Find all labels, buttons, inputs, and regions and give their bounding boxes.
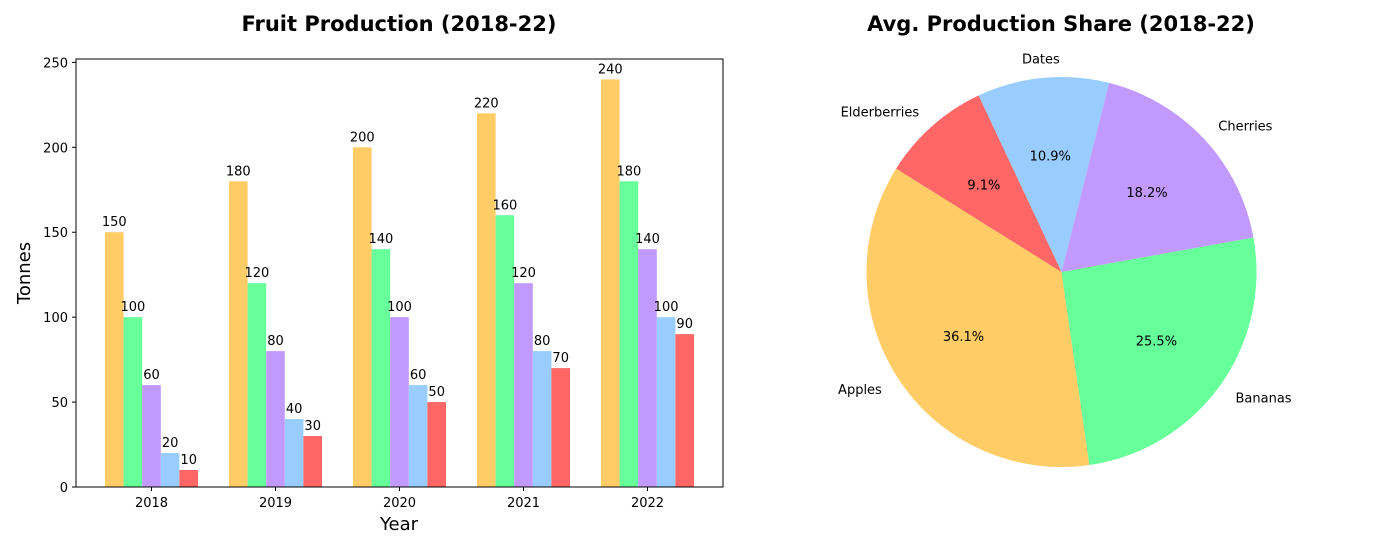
x-axis-label: Year — [379, 514, 419, 535]
bar — [142, 385, 161, 487]
x-tick-label: 2020 — [383, 496, 416, 511]
bar-value-label: 180 — [226, 164, 251, 179]
bar-chart-title: Fruit Production (2018-22) — [242, 12, 557, 36]
pie-chart: Avg. Production Share (2018-22) 36.1% App… — [838, 12, 1292, 467]
x-tick-label: 2018 — [135, 496, 168, 511]
bar-value-label: 50 — [428, 385, 445, 400]
pie-slice — [1061, 237, 1257, 465]
pie-slice — [1061, 82, 1254, 272]
y-tick-label: 200 — [43, 141, 68, 156]
bar — [427, 402, 446, 487]
bar-value-label: 70 — [552, 351, 569, 366]
pie-slice — [978, 76, 1110, 272]
bar — [303, 436, 322, 487]
x-tick-label: 2019 — [259, 496, 292, 511]
bar — [229, 181, 248, 488]
bar-value-label: 60 — [410, 368, 427, 383]
bar-value-label: 60 — [143, 368, 160, 383]
pie-marks: 36.1% Apples 25.5% Bananas 18.2% Cherries 10.9… — [838, 52, 1292, 467]
pie-slice — [896, 95, 1062, 272]
bar-value-label: 240 — [598, 62, 623, 77]
pie-slice-label: Apples — [838, 383, 882, 398]
pie-pct-label: 36.1% — [943, 330, 984, 345]
bar — [656, 317, 676, 487]
y-tick-label: 100 — [43, 311, 68, 326]
bar — [408, 385, 428, 487]
bar-value-label: 160 — [492, 198, 517, 213]
bar — [105, 232, 124, 487]
y-tick-label: 50 — [51, 396, 68, 411]
bar-marks: 150 180 200 220 240 100 120 140 160 180 60 80 100 120… — [102, 62, 694, 488]
bar-value-label: 80 — [534, 334, 551, 349]
bar — [284, 419, 304, 487]
bar-chart: Fruit Production (2018-22) 1501802002202… — [14, 12, 724, 535]
bar — [266, 351, 285, 487]
bar — [247, 283, 267, 487]
bar-value-label: 100 — [654, 300, 679, 315]
y-tick-label: 0 — [60, 481, 68, 496]
bar-value-label: 200 — [350, 130, 375, 145]
y-tick-label: 150 — [43, 226, 68, 241]
bar-axes: 0 50 100 150 200 250 2018 2019 2020 2021 2022 — [43, 56, 724, 511]
bar — [123, 317, 143, 487]
bar — [638, 249, 657, 487]
bar — [160, 453, 180, 487]
pie-pct-label: 25.5% — [1136, 334, 1177, 349]
pie-slice-label: Cherries — [1218, 120, 1272, 135]
y-axis-label: Tonnes — [14, 242, 35, 305]
bar — [514, 283, 533, 487]
pie-slice-label: Dates — [1022, 52, 1060, 67]
bar-value-label: 30 — [304, 419, 321, 434]
pie-pct-label: 10.9% — [1030, 150, 1071, 165]
bar — [675, 334, 694, 487]
x-tick-label: 2021 — [507, 496, 540, 511]
bar — [551, 368, 570, 487]
bar-value-label: 150 — [102, 215, 127, 230]
bar-value-label: 120 — [511, 266, 536, 281]
bar-value-label: 80 — [267, 334, 284, 349]
pie-pct-label: 18.2% — [1126, 186, 1167, 201]
pie-slice — [866, 168, 1090, 467]
bar-value-label: 180 — [616, 164, 641, 179]
bar — [619, 181, 639, 488]
pie-pct-label: 9.1% — [967, 178, 1000, 193]
bar-value-label: 10 — [180, 453, 197, 468]
bar-value-label: 100 — [120, 300, 145, 315]
bar-value-label: 20 — [162, 436, 179, 451]
bar-value-label: 90 — [676, 317, 693, 332]
bar — [532, 351, 552, 487]
pie-slice-label: Bananas — [1236, 391, 1292, 406]
bar-value-label: 120 — [244, 266, 269, 281]
bar-value-label: 100 — [387, 300, 412, 315]
bar — [390, 317, 409, 487]
bar — [371, 249, 391, 487]
bar — [477, 113, 496, 487]
bar-value-label: 140 — [368, 232, 393, 247]
pie-slice-label: Elderberries — [841, 106, 920, 121]
bar-value-label: 40 — [286, 402, 303, 417]
bar — [495, 215, 515, 487]
bar — [179, 470, 198, 487]
pie-chart-title: Avg. Production Share (2018-22) — [867, 12, 1255, 36]
bar — [601, 79, 620, 487]
bar-value-label: 220 — [474, 96, 499, 111]
bar — [353, 147, 372, 488]
y-tick-label: 250 — [43, 56, 68, 71]
x-tick-label: 2022 — [631, 496, 664, 511]
bar-value-label: 140 — [635, 232, 660, 247]
